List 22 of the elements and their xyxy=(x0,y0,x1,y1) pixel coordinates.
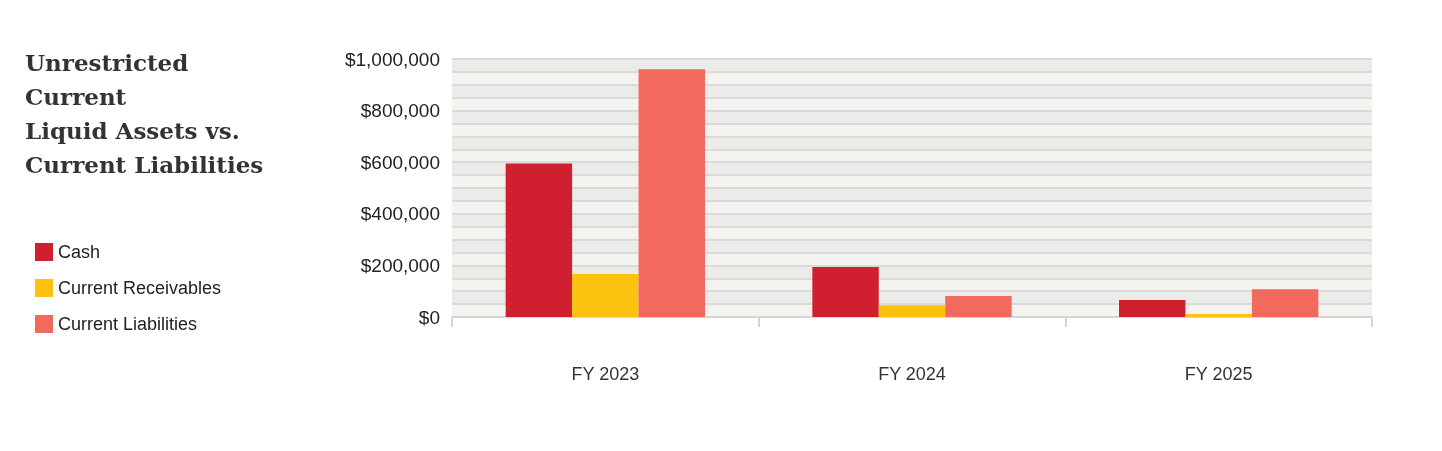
bar xyxy=(505,163,573,317)
bar xyxy=(1251,289,1319,317)
y-tick-label: $200,000 xyxy=(360,254,440,276)
y-tick-label: $1,000,000 xyxy=(344,48,440,70)
y-tick-label: $800,000 xyxy=(360,100,440,122)
bar xyxy=(572,273,639,317)
legend-label: Cash xyxy=(58,242,101,262)
bar xyxy=(1119,299,1186,317)
text: Unrestricted Current Liquid Assets vs. Current Liabilities xyxy=(25,48,264,178)
x-tick-label: FY 2025 xyxy=(1184,364,1253,384)
y-tick-label: $600,000 xyxy=(360,151,440,173)
legend-label: Current Receivables xyxy=(58,278,222,298)
bar xyxy=(945,296,1012,317)
x-tick-label: FY 2024 xyxy=(878,364,946,384)
bar xyxy=(1185,313,1252,317)
bar xyxy=(812,266,879,317)
legend-label: Current Liabilities xyxy=(58,314,198,334)
x-tick-label: FY 2023 xyxy=(571,364,640,384)
y-tick-label: $400,000 xyxy=(360,203,440,225)
bar xyxy=(878,305,946,317)
bar xyxy=(638,69,705,317)
y-tick-label: $0 xyxy=(418,306,440,328)
